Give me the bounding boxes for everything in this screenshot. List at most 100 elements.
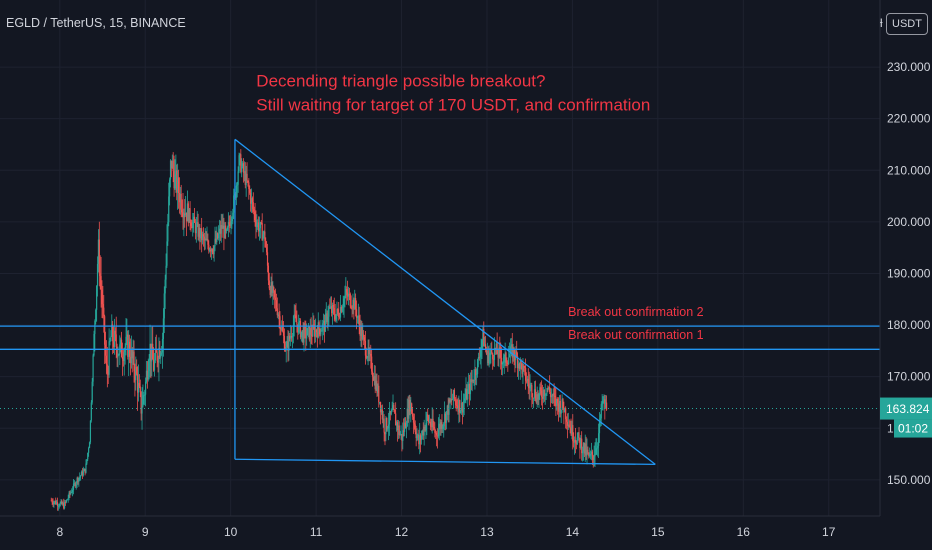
triangle-upper[interactable] [234,138,656,465]
candle-body [341,308,343,312]
candle-body [178,193,181,203]
price-tick-label: 200.000 [887,215,931,229]
candle-body [127,334,129,357]
candle-body [161,352,163,354]
candle-body [557,398,559,404]
candle-body [227,222,229,228]
candle-body [573,439,576,443]
candle-body [250,198,253,204]
candle-body [147,370,149,380]
candle-body [524,366,526,368]
time-tick-label: 14 [566,525,580,539]
currency-badge[interactable]: USDT [886,13,928,35]
candle-body [247,180,249,183]
candle-body [351,307,353,309]
candle-body [294,314,296,316]
candle-body [428,421,431,423]
candle-body [471,379,473,383]
candle-body [80,475,82,477]
candle-body [286,341,288,347]
candle-body [224,225,226,239]
triangle-base[interactable] [234,458,656,466]
candle-body [167,222,169,242]
breakout-1-label[interactable]: Break out confirmation 1 [568,328,704,342]
candle-body [186,203,189,222]
candle-body [282,331,285,336]
candle-body [569,427,571,429]
time-axis[interactable]: 8 9 10 11 12 13 14 15 16 17 [0,515,932,550]
candle-body [371,356,373,372]
candle-body [191,225,193,228]
candle-body [170,160,173,169]
candle-body [253,209,255,212]
candle-body [340,307,342,312]
last-price-marker: 163.824 01:02 [0,397,932,438]
candle-body [595,448,597,455]
candle-body [552,393,554,397]
note-line-2[interactable]: Still waiting for target of 170 USDT, an… [256,95,650,114]
candle-body [393,405,395,410]
candle-body [316,332,318,338]
candle-body [445,411,448,423]
symbol-title[interactable]: EGLD / TetherUS, 15, BINANCE [6,16,186,30]
candle-body [397,425,399,431]
drawing-layer[interactable] [0,138,880,466]
candle-body [193,216,195,222]
candle-body [175,170,177,175]
candle-body [297,324,299,333]
candle-body [380,409,383,413]
candle-body [138,382,140,387]
candle-body [193,216,196,223]
candle-body [568,424,570,428]
candle-body [122,359,124,362]
candle-body [561,399,563,410]
candle-body [161,339,164,353]
note-line-1[interactable]: Decending triangle possible breakout? [256,72,545,91]
candle-body [306,335,308,339]
candle-body [78,477,80,482]
candle-body [450,398,452,402]
candle-body [54,500,56,503]
candle-body [112,324,114,342]
candle-body [388,411,391,425]
candle-body [274,297,277,301]
candle-body [63,503,65,509]
candle-body [290,335,292,339]
candle-body [409,399,411,412]
candle-body [553,393,555,396]
candle-body [123,352,125,362]
candle-body [455,400,457,406]
candle-body [248,182,250,189]
candle-body [314,327,316,337]
candle-body [314,329,317,337]
candle-body [511,344,513,358]
candle-body [411,403,413,414]
candle-body [584,443,586,454]
candle-body [379,402,382,413]
candle-body [486,350,488,355]
candle-body [398,425,400,435]
annotation-layer[interactable]: Break out confirmation 2 Break out confir… [256,72,703,342]
candle-body [260,222,262,224]
candle-body [461,402,464,413]
breakout-2-label[interactable]: Break out confirmation 2 [568,305,704,319]
candle-body [232,212,234,219]
candle-body [201,228,203,241]
candle-body [400,434,402,436]
price-axis[interactable]: 150.000160.000170.000180.000190.000200.0… [879,0,932,550]
countdown-label: 01:02 [898,422,928,436]
candle-body [591,451,593,456]
candle-body [266,247,268,253]
candle-body [73,483,76,485]
candle-body [90,402,92,421]
candle-body [302,330,304,343]
candle-body [470,379,472,383]
candle-body [387,424,390,429]
candle-body [171,160,173,169]
candle-body [475,369,477,376]
candle-body [242,163,245,173]
candle-body [384,432,386,435]
candle-body [454,398,456,401]
